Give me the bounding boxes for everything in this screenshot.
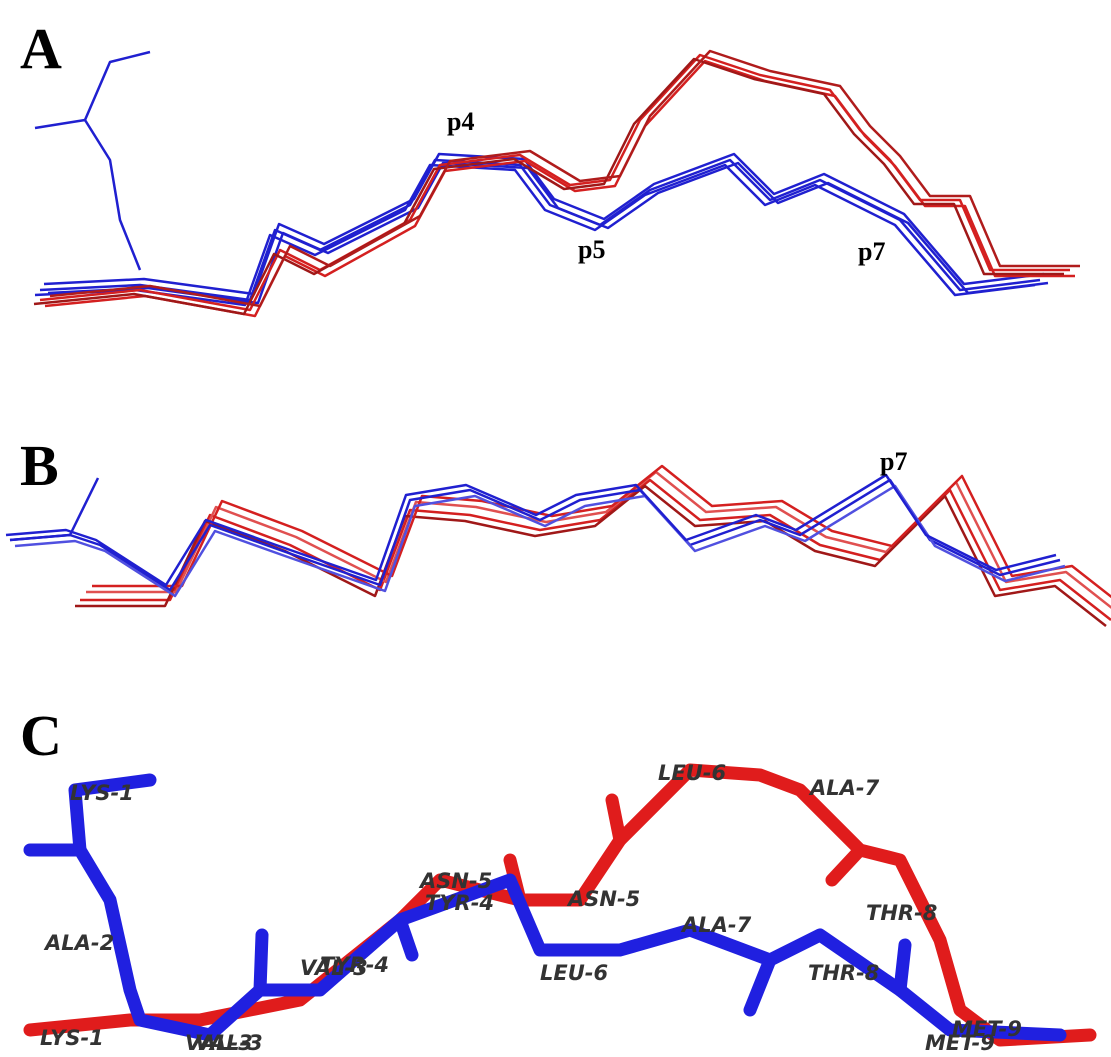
red-trace <box>75 486 1106 626</box>
red-trace <box>45 61 1075 316</box>
red-stick <box>832 850 860 880</box>
red-ensemble <box>34 51 1080 316</box>
residue-label: LYS-1 <box>40 1026 104 1050</box>
figure: A p4 p5 p7 B p7 C LYS-1 ALA-2 <box>0 0 1111 1057</box>
residue-label: THR-8 <box>866 901 937 925</box>
panel-b-structures <box>6 466 1111 626</box>
red-trace <box>50 51 1080 306</box>
blue-trace <box>15 486 1065 596</box>
residue-label: ALA-7 <box>680 913 752 937</box>
residue-label: LYS-1 <box>70 781 134 805</box>
panel-label: C <box>20 703 62 768</box>
residue-label: TYR-4 <box>425 891 494 915</box>
residue-label: THR-8 <box>808 961 879 985</box>
red-ensemble <box>75 466 1111 626</box>
blue-sidechain <box>85 52 150 120</box>
blue-stick <box>260 935 262 990</box>
residue-label: ALA-7 <box>808 776 880 800</box>
red-stick <box>612 800 620 840</box>
blue-stick <box>750 960 770 1010</box>
residue-label: TYR-4 <box>320 953 389 977</box>
residue-label: LEU-6 <box>658 761 726 785</box>
residue-label: VAL-3 <box>195 1031 263 1055</box>
residue-labels: LYS-1 ALA-2 LYS-1 VAL-3 VAL-3 VAL-3 TYR-… <box>40 761 1022 1055</box>
residue-label: LEU-6 <box>540 961 608 985</box>
red-trace <box>86 472 1111 612</box>
annotation: p5 <box>578 235 605 264</box>
panel-label: B <box>20 433 59 498</box>
blue-sidechain <box>35 120 140 270</box>
residue-label: ALA-2 <box>43 931 114 955</box>
blue-stick <box>900 945 905 990</box>
residue-label: ASN-5 <box>418 869 492 893</box>
annotation: p4 <box>447 107 474 136</box>
residue-label: MET-9 <box>925 1031 995 1055</box>
annotation: p7 <box>880 447 907 476</box>
blue-stick <box>400 920 412 955</box>
panel-label: A <box>20 16 62 81</box>
residue-label: ASN-5 <box>566 887 640 911</box>
annotation: p7 <box>858 237 885 266</box>
blue-trace <box>6 475 1056 585</box>
panel-a-structures <box>34 51 1080 316</box>
